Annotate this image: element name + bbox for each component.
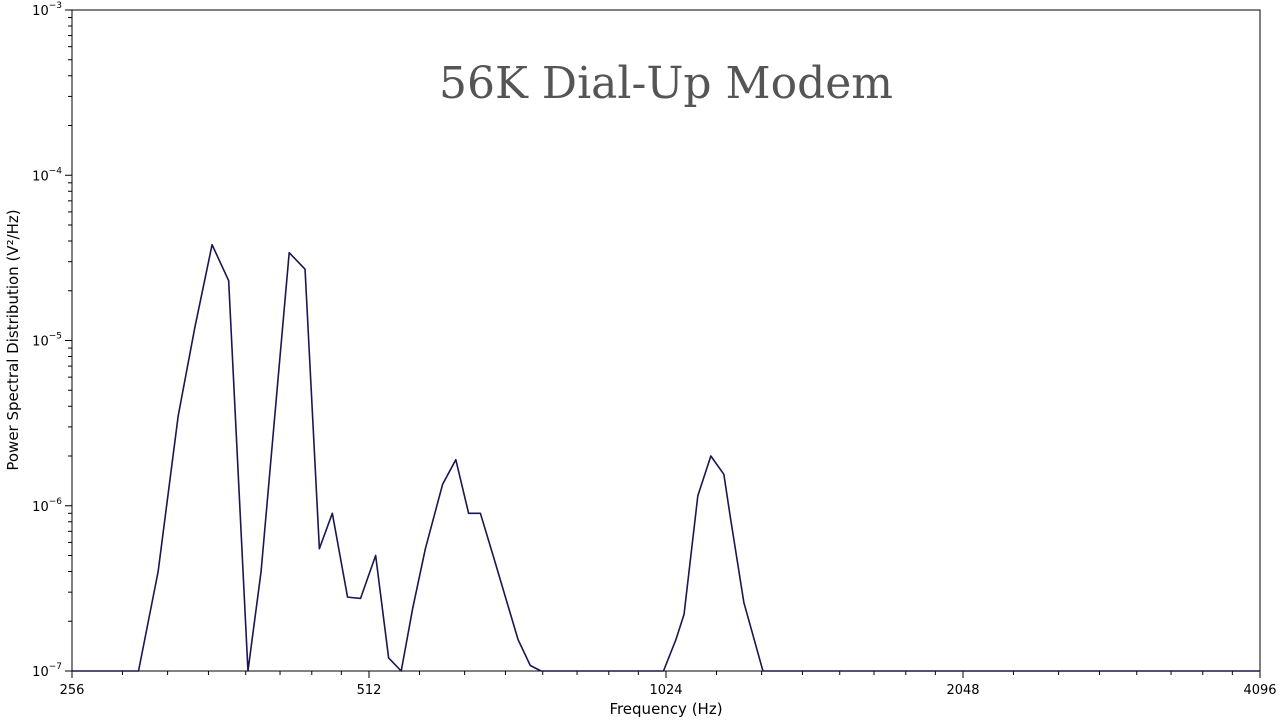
y-tick-label: 10−4 [32, 166, 62, 184]
chart-title: 56K Dial-Up Modem [439, 58, 893, 109]
y-tick-exponent: −6 [49, 497, 63, 507]
y-tick-exponent: −5 [49, 332, 62, 342]
y-tick-mantissa: 10 [32, 665, 49, 680]
y-tick-exponent: −3 [49, 1, 62, 11]
y-tick-exponent: −7 [49, 662, 62, 672]
y-tick-exponent: −4 [49, 166, 63, 176]
y-tick-label: 10−7 [32, 662, 62, 680]
x-tick-labels: 256 512 1024 2048 4096 [60, 683, 1277, 698]
y-tick-label: 10−3 [32, 1, 62, 19]
psd-series-line [72, 243, 1260, 672]
x-tick-label: 512 [357, 683, 382, 698]
x-tick-label: 4096 [1243, 683, 1276, 698]
x-tick-label: 2048 [946, 683, 979, 698]
plot-frame [71, 9, 1261, 672]
x-major-ticks [71, 671, 1261, 678]
y-tick-mantissa: 10 [32, 169, 49, 184]
y-tick-labels: 10−710−610−510−410−3 [32, 1, 62, 680]
x-tick-label: 256 [60, 683, 85, 698]
y-tick-mantissa: 10 [32, 4, 49, 19]
y-axis-label: Power Spectral Distribution (V²/Hz) [4, 209, 22, 470]
y-tick-mantissa: 10 [32, 335, 49, 350]
y-major-ticks [65, 9, 72, 672]
y-tick-mantissa: 10 [32, 500, 49, 515]
y-minor-ticks [68, 17, 72, 622]
y-tick-label: 10−6 [32, 497, 62, 515]
y-tick-label: 10−5 [32, 332, 62, 350]
x-axis-label: Frequency (Hz) [609, 700, 722, 718]
x-tick-label: 1024 [649, 683, 682, 698]
